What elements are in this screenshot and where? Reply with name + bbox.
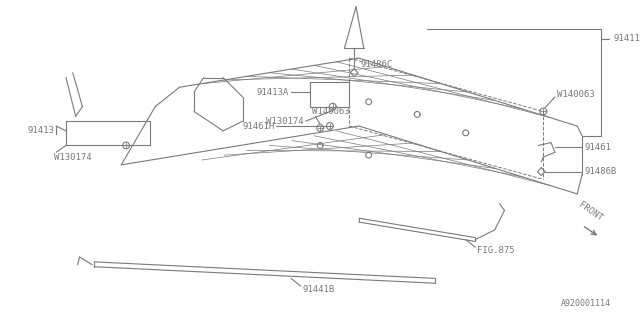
Text: W130174: W130174	[266, 117, 303, 126]
Text: W130174: W130174	[54, 153, 92, 162]
Text: 91461: 91461	[584, 143, 611, 152]
Text: 91441B: 91441B	[303, 284, 335, 293]
Text: 91413A: 91413A	[257, 88, 289, 97]
Text: 91486B: 91486B	[584, 167, 616, 176]
Text: 91413: 91413	[28, 126, 54, 135]
Text: W140063: W140063	[312, 107, 350, 116]
Text: FIG.875: FIG.875	[477, 246, 515, 255]
Text: 91486C: 91486C	[361, 60, 393, 69]
Text: W140063: W140063	[557, 90, 595, 99]
Text: FRONT: FRONT	[577, 200, 604, 223]
Text: 91461H: 91461H	[243, 122, 275, 131]
Text: 91411: 91411	[613, 34, 640, 43]
Text: A920001114: A920001114	[561, 299, 611, 308]
